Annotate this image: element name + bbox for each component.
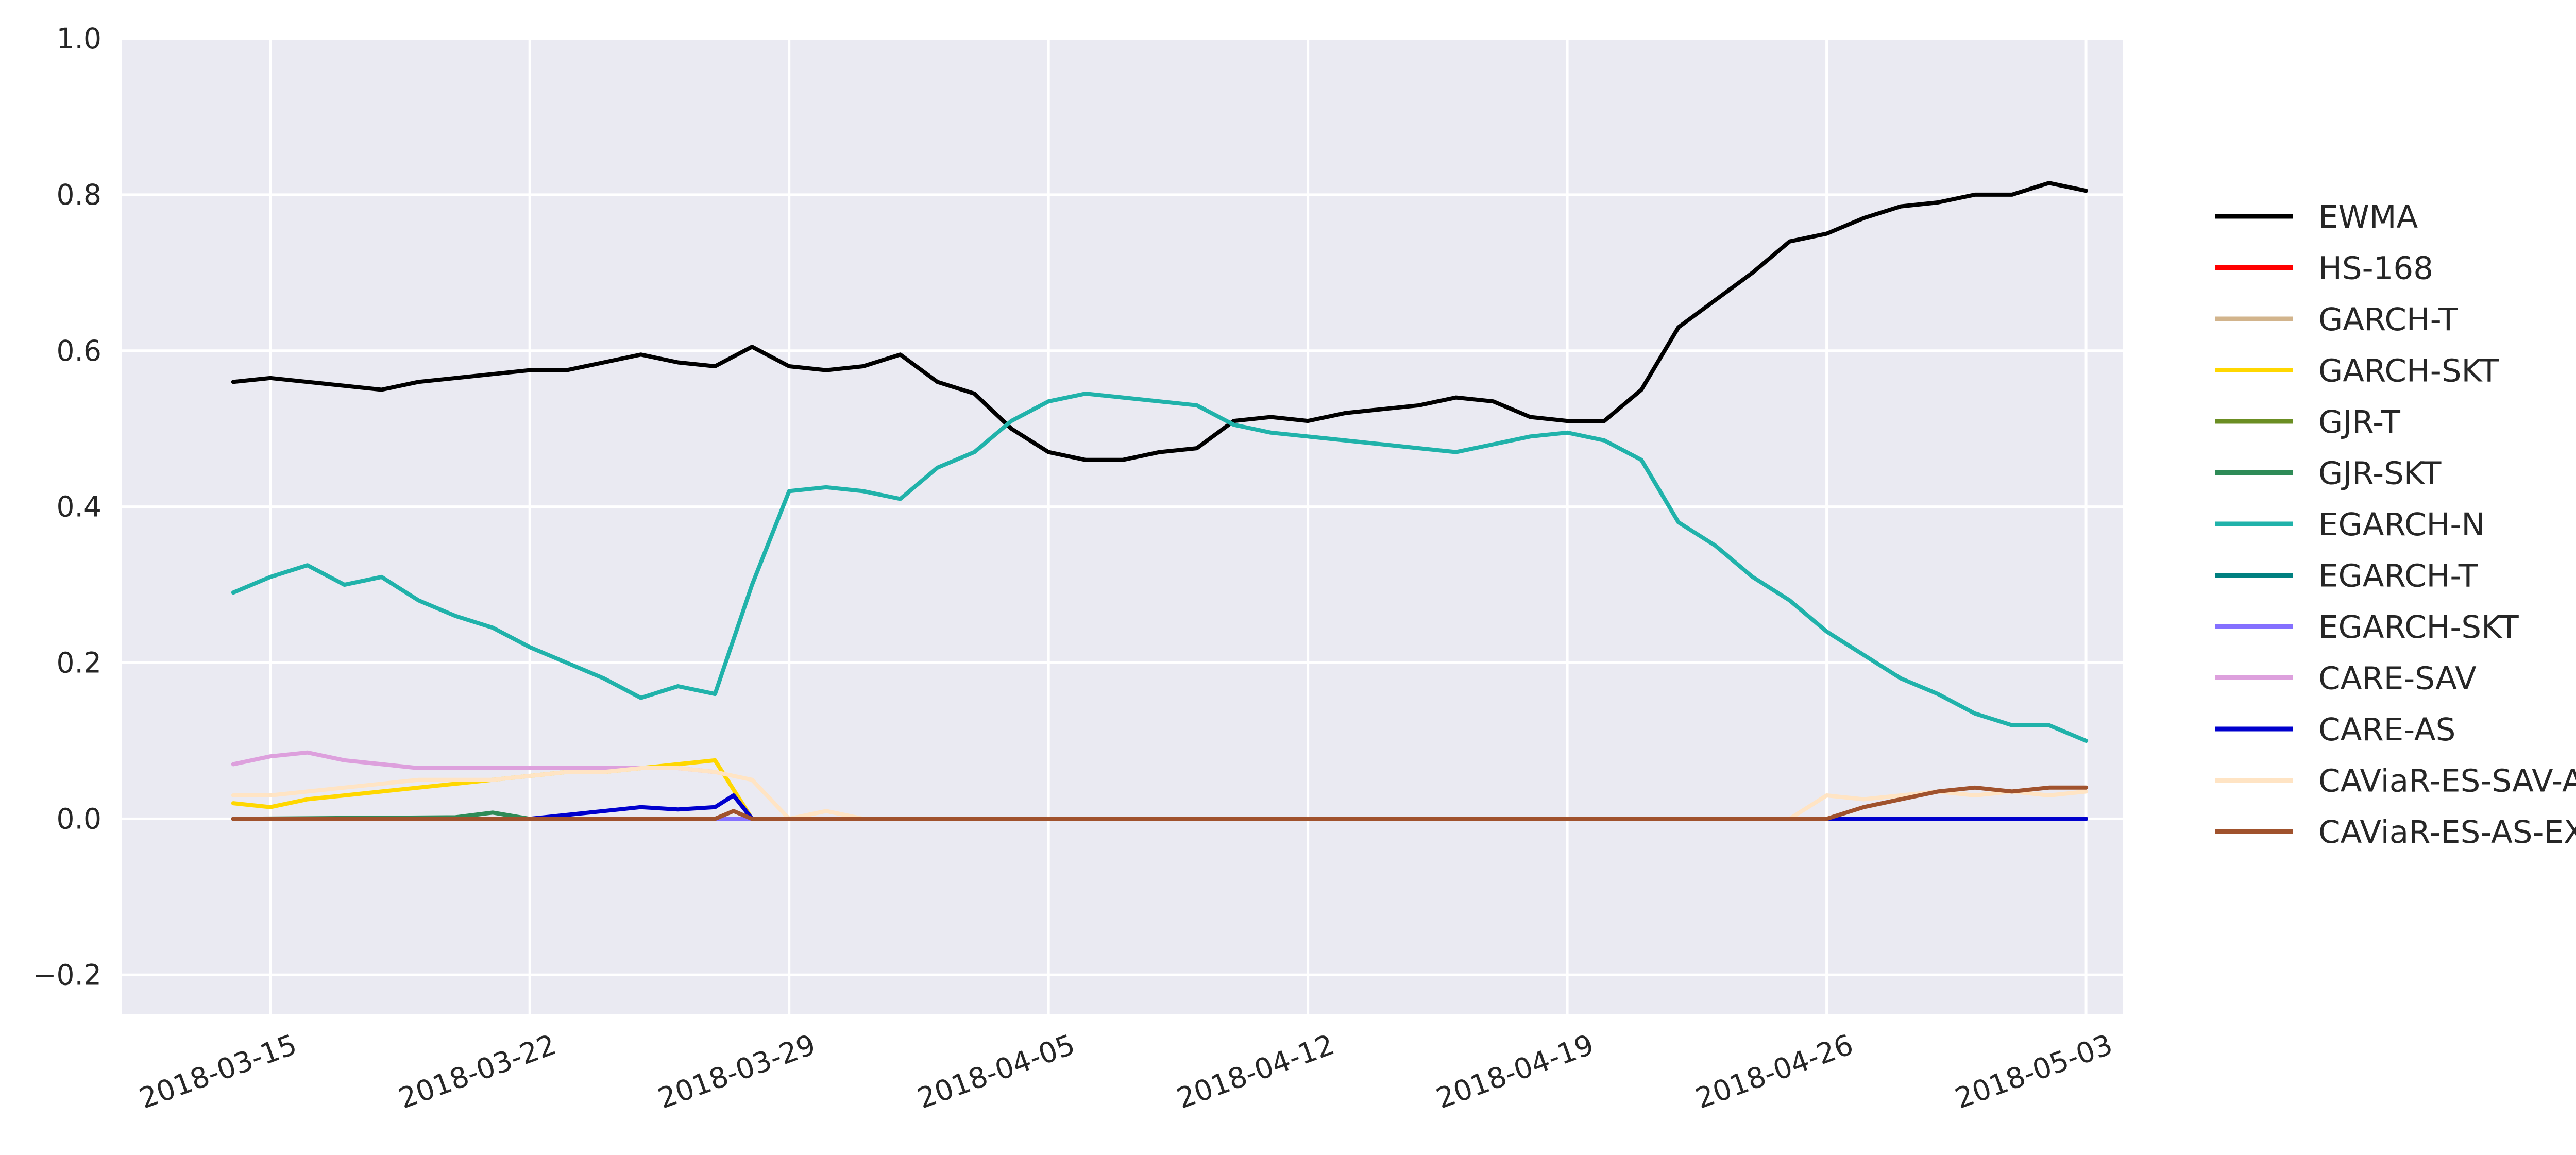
legend-label-garch-t: GARCH-T (2318, 301, 2458, 338)
legend-label-care-sav: CARE-SAV (2318, 660, 2477, 697)
legend-label-care-as: CARE-AS (2318, 711, 2455, 748)
y-tick-label: 0.2 (57, 647, 101, 680)
y-axis-ticks: −0.2 0.0 0.2 0.4 0.6 0.8 1.0 (32, 22, 101, 991)
y-tick-label: 0.6 (57, 334, 101, 367)
series-line-caviar-es-as-exp (231, 785, 2089, 821)
plot-background (122, 39, 2123, 1014)
x-tick-label: 2018-04-19 (1432, 1028, 1598, 1115)
x-tick-label: 2018-04-05 (913, 1028, 1079, 1115)
x-tick-label: 2018-03-29 (654, 1028, 820, 1115)
legend-label-caviar-es-sav-ar: CAViaR-ES-SAV-AR (2318, 763, 2576, 800)
y-tick-label: 1.0 (57, 22, 101, 55)
legend-label-egarch-skt: EGARCH-SKT (2318, 609, 2519, 646)
x-tick-label: 2018-03-15 (135, 1028, 301, 1115)
series-line-egarch-n (231, 392, 2089, 743)
legend-label-gjr-skt: GJR-SKT (2318, 455, 2442, 492)
series-line-ewma (231, 181, 2089, 462)
legend: EWMA HS-168 GARCH-T GARCH-SKT GJR-T GJR-SKT EG… (2215, 199, 2576, 851)
y-tick-label: −0.2 (32, 958, 101, 991)
y-tick-label: 0.4 (57, 490, 101, 523)
legend-label-caviar-es-as-exp: CAViaR-ES-AS-EXP (2318, 814, 2576, 851)
x-tick-label: 2018-04-12 (1173, 1028, 1338, 1115)
legend-label-hs-168: HS-168 (2318, 250, 2433, 287)
y-tick-label: 0.0 (57, 802, 101, 835)
legend-label-egarch-n: EGARCH-N (2318, 506, 2485, 543)
series-lines (231, 181, 2089, 821)
y-tick-label: 0.8 (57, 178, 101, 211)
legend-label-ewma: EWMA (2318, 199, 2418, 235)
legend-label-egarch-t: EGARCH-T (2318, 558, 2478, 595)
grid (122, 37, 2123, 1014)
legend-label-garch-skt: GARCH-SKT (2318, 353, 2499, 389)
x-tick-label: 2018-03-22 (394, 1028, 560, 1115)
x-tick-label: 2018-04-26 (1691, 1028, 1857, 1115)
x-tick-label: 2018-05-03 (1951, 1028, 2116, 1115)
x-axis-ticks: 2018-03-15 2018-03-22 2018-03-29 2018-04-05… (135, 1028, 2117, 1115)
legend-label-gjr-t: GJR-T (2318, 404, 2401, 440)
